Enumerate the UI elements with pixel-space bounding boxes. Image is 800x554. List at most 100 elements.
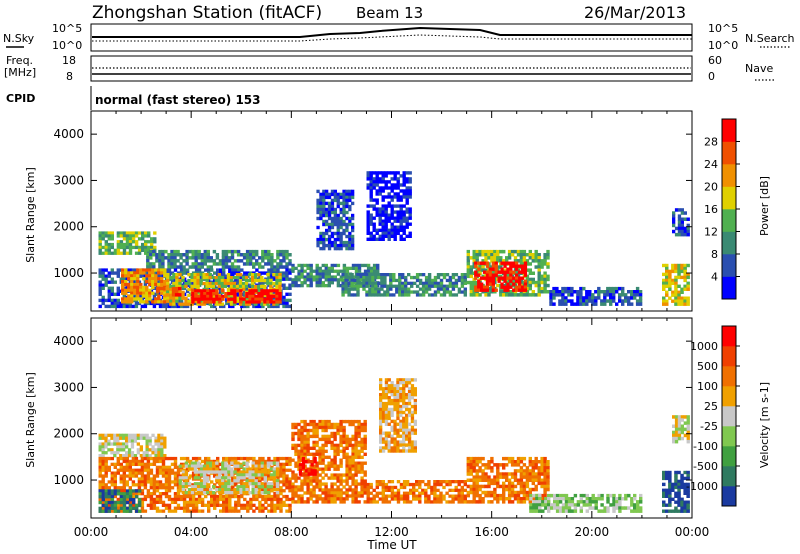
power-cell [191, 292, 195, 296]
power-cell [478, 265, 482, 269]
power-cell [466, 249, 470, 254]
velocity-cell [140, 471, 145, 475]
power-cell [393, 225, 397, 229]
velocity-cell [228, 497, 232, 502]
power-cell [369, 192, 373, 196]
velocity-cell [212, 461, 216, 465]
power-cell [485, 273, 490, 277]
power-cell [683, 232, 687, 237]
power-cell [170, 259, 174, 263]
velocity-cell [167, 483, 172, 487]
velocity-cell [98, 454, 102, 458]
power-cell [448, 284, 453, 288]
power-cell [107, 248, 111, 252]
velocity-cell [297, 458, 301, 462]
velocity-cell [315, 467, 319, 471]
velocity-cell [137, 483, 142, 487]
power-cell [374, 281, 378, 285]
velocity-cell [194, 503, 199, 507]
power-cell [221, 297, 225, 301]
velocity-cell [261, 468, 265, 472]
power-cell [266, 273, 270, 277]
velocity-cell [330, 500, 334, 504]
velocity-cell [345, 446, 349, 450]
velocity-cell [146, 468, 151, 472]
velocity-cell [258, 489, 262, 493]
velocity-cell [318, 482, 322, 486]
power-cell [506, 270, 510, 274]
power-cell [276, 249, 280, 254]
velocity-cell [125, 489, 130, 493]
power-cell [330, 225, 335, 230]
velocity-cell [360, 470, 364, 474]
power-cell [546, 274, 550, 279]
power-cell [260, 292, 264, 296]
velocity-cell [173, 500, 178, 504]
power-cell [506, 267, 510, 271]
power-cell [170, 265, 174, 269]
velocity-cell [342, 434, 346, 439]
velocity-cell [315, 479, 319, 483]
power-cell [230, 292, 234, 296]
velocity-cell [170, 462, 175, 466]
velocity-cell [230, 491, 234, 495]
velocity-cell [339, 473, 343, 477]
velocity-cell [294, 485, 298, 489]
power-cell [282, 283, 286, 287]
velocity-cell [345, 467, 349, 471]
velocity-cell [197, 474, 202, 478]
velocity-cell [360, 455, 364, 459]
power-cell [515, 276, 519, 280]
power-cell [472, 280, 476, 285]
power-cell [509, 267, 513, 271]
power-cell [677, 217, 682, 221]
power-cell [169, 276, 173, 280]
power-cell [345, 198, 349, 203]
power-cell [336, 243, 340, 248]
velocity-cell [301, 460, 306, 464]
velocity-cell [324, 464, 328, 468]
power-cell [278, 292, 282, 296]
velocity-cell [182, 480, 187, 484]
power-cell [525, 268, 530, 272]
power-cell [196, 273, 200, 277]
power-cell [166, 273, 170, 277]
power-cell [187, 278, 191, 283]
power-cell [665, 302, 669, 306]
velocity-cell [140, 468, 145, 472]
power-cell [333, 246, 337, 251]
power-cell [169, 296, 173, 300]
power-cell [356, 290, 360, 294]
power-cell [531, 280, 535, 285]
power-cell [537, 280, 541, 285]
power-cell [369, 189, 373, 193]
velocity-cell [318, 467, 322, 471]
power-cell [136, 274, 140, 278]
velocity-cell [321, 476, 325, 480]
power-cell [588, 293, 592, 297]
power-cell [217, 276, 222, 280]
power-cell [212, 300, 216, 304]
power-cell [248, 278, 252, 283]
power-cell [372, 263, 377, 268]
velocity-cell [209, 470, 213, 474]
velocity-cell [164, 506, 169, 510]
power-cell [674, 284, 678, 288]
power-cell [375, 228, 379, 232]
velocity-cell [246, 500, 250, 504]
power-cell [203, 253, 207, 257]
power-cell [671, 269, 675, 274]
power-cell [390, 195, 394, 199]
velocity-cell [342, 437, 346, 442]
power-cell [170, 253, 174, 257]
power-cell [537, 271, 541, 275]
power-cell [110, 298, 114, 303]
power-cell [258, 280, 262, 284]
velocity-cell [176, 477, 181, 481]
power-cell [294, 284, 298, 288]
power-cell [351, 234, 355, 239]
velocity-cell [149, 462, 154, 466]
velocity-cell [227, 476, 231, 480]
power-cell [199, 273, 203, 277]
velocity-cell [291, 476, 295, 480]
